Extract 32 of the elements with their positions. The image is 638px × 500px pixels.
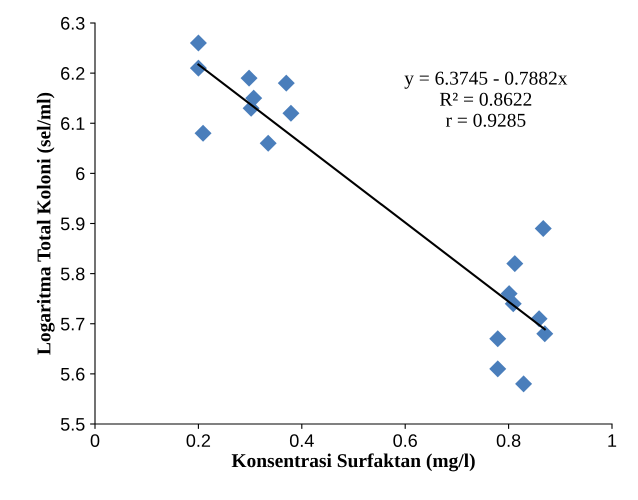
point [260,134,277,152]
y-tick-label: 5.7 [60,318,84,330]
point [489,330,506,348]
annotation: y = 6.3745 - 0.7882x [404,72,568,89]
point [515,375,532,392]
y-tick-label: 6.2 [61,67,84,80]
point [489,360,506,378]
x-tick-label: 0 [90,434,100,447]
y-axis-title: Logaritma Total Koloni (sel/ml) [36,92,55,355]
point [536,325,554,342]
y-tick-label: 6 [76,167,84,180]
point [282,104,300,122]
point [240,70,258,87]
y-tick-label: 5.5 [60,418,85,431]
y-tick-label: 5.9 [60,217,84,230]
x-tick-label: 0.2 [186,434,210,447]
annotation: R² = 0.8622 [440,92,532,106]
x-tick-label: 0.4 [290,434,314,447]
y-tick-label: 6.1 [61,117,84,130]
x-tick-label: 0.8 [496,434,520,447]
annotation: r = 0.9285 [446,114,526,127]
x-tick-label: 1 [608,434,616,447]
x-axis-title: Konsentrasi Surfaktan (mg/l) [232,453,475,472]
y-tick-label: 6.3 [61,16,84,30]
y-tick-label: 5.8 [60,268,84,280]
point [194,124,212,142]
y-tick-label: 5.6 [60,368,84,381]
point [278,74,295,92]
point [534,220,552,238]
point [190,34,207,52]
point [506,255,524,272]
x-tick-label: 0.6 [393,434,417,447]
